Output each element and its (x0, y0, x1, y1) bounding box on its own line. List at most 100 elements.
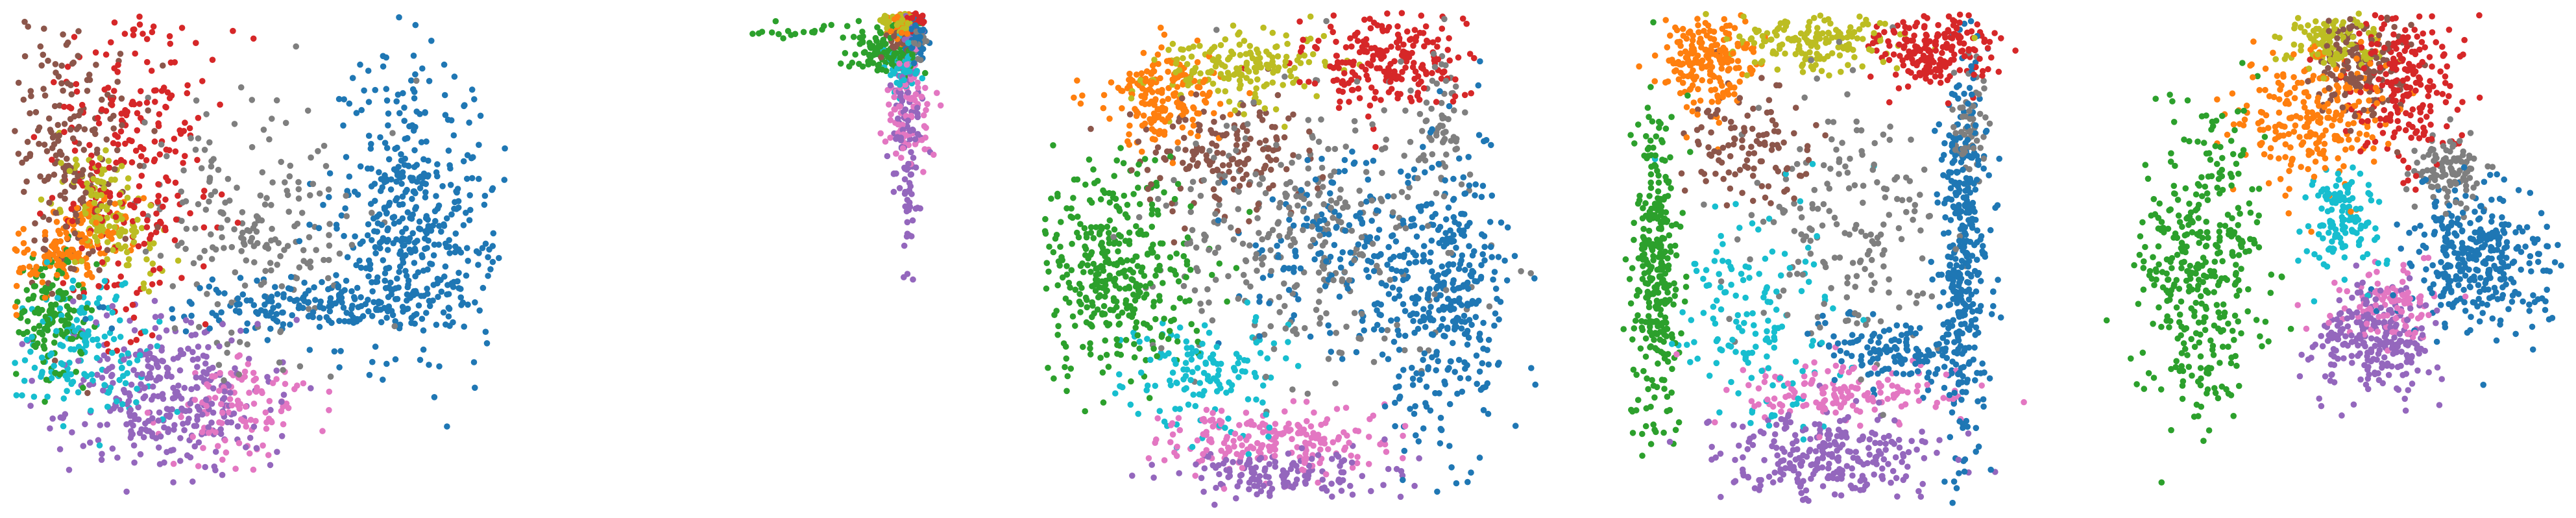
scatter-point-class-8 (111, 224, 118, 230)
scatter-point-class-0 (455, 204, 462, 211)
scatter-point-class-4 (140, 434, 147, 441)
scatter-point-class-9 (122, 280, 128, 287)
scatter-point-class-9 (1161, 418, 1168, 425)
scatter-point-class-7 (141, 119, 148, 126)
scatter-point-class-2 (1099, 249, 1106, 256)
scatter-point-class-4 (210, 385, 217, 392)
scatter-point-class-7 (295, 195, 302, 202)
scatter-point-class-0 (1392, 423, 1398, 430)
scatter-point-class-0 (358, 264, 365, 271)
scatter-point-class-4 (1385, 465, 1392, 473)
scatter-point-class-2 (1089, 323, 1095, 330)
scatter-point-class-3 (73, 88, 80, 95)
scatter-point-class-6 (1352, 427, 1359, 434)
scatter-point-class-3 (165, 177, 171, 184)
scatter-point-class-9 (1192, 402, 1199, 410)
scatter-point-class-0 (908, 26, 915, 32)
scatter-point-class-9 (60, 395, 67, 402)
scatter-point-class-0 (1433, 351, 1440, 358)
scatter-point-class-5 (1241, 142, 1248, 149)
scatter-point-class-0 (401, 242, 407, 249)
scatter-point-class-3 (1446, 57, 1453, 64)
scatter-point-class-7 (261, 201, 269, 208)
scatter-point-class-7 (1215, 179, 1222, 186)
scatter-point-class-4 (901, 274, 907, 280)
scatter-point-class-5 (1255, 201, 1262, 208)
scatter-point-class-0 (358, 106, 365, 114)
scatter-point-class-0 (468, 86, 476, 93)
scatter-point-class-4 (180, 407, 187, 413)
scatter-point-class-9 (912, 70, 919, 77)
scatter-point-class-4 (155, 417, 162, 424)
scatter-point-class-7 (1453, 145, 1461, 152)
scatter-point-class-7 (273, 97, 280, 104)
scatter-point-class-0 (301, 279, 308, 286)
scatter-point-class-7 (178, 188, 185, 195)
scatter-point-class-0 (365, 132, 372, 139)
scatter-point-class-0 (413, 204, 420, 210)
scatter-point-class-5 (41, 142, 48, 148)
scatter-point-class-7 (239, 229, 246, 236)
scatter-point-class-7 (266, 136, 273, 143)
scatter-point-class-2 (1078, 301, 1084, 308)
scatter-point-class-0 (438, 288, 445, 295)
scatter-point-class-4 (117, 406, 124, 413)
scatter-point-class-7 (306, 234, 313, 241)
scatter-point-class-6 (1161, 457, 1168, 463)
scatter-point-class-9 (93, 300, 101, 306)
scatter-point-class-0 (1412, 300, 1418, 307)
scatter-point-class-2 (1068, 267, 1075, 274)
scatter-point-class-4 (280, 391, 287, 398)
scatter-point-class-6 (250, 369, 257, 376)
scatter-point-class-9 (1173, 360, 1179, 367)
scatter-point-class-2 (1065, 279, 1073, 286)
scatter-point-class-8 (123, 262, 130, 269)
scatter-point-class-9 (903, 69, 909, 76)
scatter-point-class-8 (1173, 69, 1179, 76)
scatter-point-class-6 (260, 442, 266, 449)
scatter-point-class-7 (1317, 315, 1324, 321)
scatter-point-class-9 (93, 354, 101, 362)
scatter-point-class-8 (124, 194, 131, 201)
scatter-point-class-2 (1081, 225, 1088, 232)
scatter-point-class-5 (1243, 128, 1250, 134)
scatter-point-class-7 (1242, 135, 1249, 142)
scatter-point-class-4 (131, 412, 138, 419)
scatter-point-class-5 (25, 23, 31, 30)
scatter-point-class-0 (1420, 143, 1426, 151)
scatter-point-class-4 (1393, 465, 1400, 473)
scatter-point-class-1 (59, 264, 66, 271)
scatter-point-class-7 (263, 241, 270, 249)
scatter-point-class-3 (61, 103, 67, 110)
scatter-point-class-0 (1424, 201, 1430, 208)
scatter-point-class-4 (93, 319, 99, 326)
scatter-point-class-2 (1087, 351, 1094, 358)
scatter-point-class-0 (215, 290, 222, 296)
scatter-point-class-3 (184, 82, 191, 89)
scatter-point-class-9 (142, 328, 149, 335)
scatter-point-class-2 (1111, 173, 1117, 179)
scatter-point-class-0 (431, 394, 438, 401)
scatter-point-class-0 (1295, 296, 1302, 302)
scatter-point-class-1 (33, 264, 40, 271)
scatter-point-class-0 (364, 165, 371, 172)
scatter-point-class-6 (1200, 450, 1206, 458)
scatter-point-class-0 (1215, 217, 1222, 224)
scatter-point-class-0 (371, 228, 378, 235)
scatter-point-class-0 (378, 176, 385, 182)
scatter-point-class-0 (383, 238, 391, 245)
scatter-point-class-7 (1302, 325, 1308, 332)
scatter-point-class-0 (374, 220, 382, 227)
scatter-point-class-0 (1478, 262, 1485, 269)
scatter-point-class-0 (1458, 257, 1464, 264)
scatter-point-class-0 (1415, 204, 1422, 210)
scatter-point-class-0 (239, 291, 247, 298)
scatter-point-class-2 (1067, 284, 1073, 291)
scatter-point-class-9 (38, 373, 44, 380)
scatter-point-class-2 (1064, 373, 1071, 380)
scatter-point-class-7 (1287, 211, 1294, 218)
scatter-point-class-0 (399, 193, 406, 200)
scatter-point-class-0 (1497, 299, 1504, 305)
scatter-point-class-4 (225, 382, 232, 389)
scatter-point-class-4 (901, 242, 908, 249)
